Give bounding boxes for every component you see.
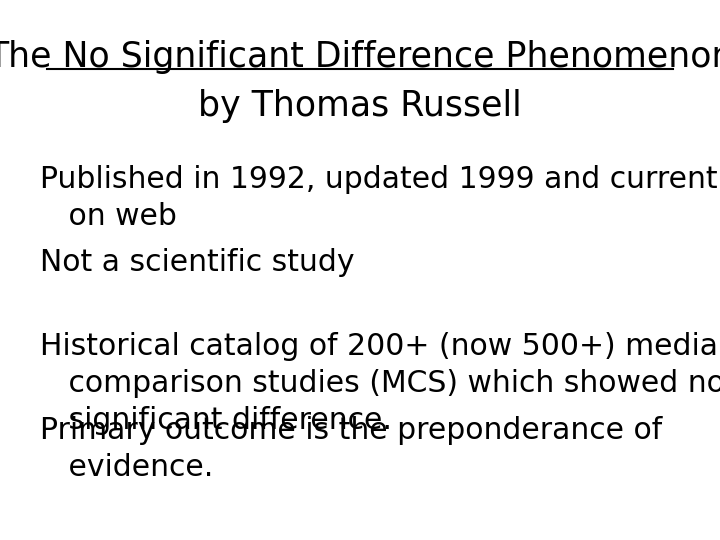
Text: The No Significant Difference Phenomenon: The No Significant Difference Phenomenon bbox=[0, 40, 720, 75]
Text: Primary outcome is the preponderance of
   evidence.: Primary outcome is the preponderance of … bbox=[40, 416, 662, 482]
Text: Not a scientific study: Not a scientific study bbox=[40, 248, 354, 278]
Text: by Thomas Russell: by Thomas Russell bbox=[198, 89, 522, 123]
Text: Published in 1992, updated 1999 and currently
   on web: Published in 1992, updated 1999 and curr… bbox=[40, 165, 720, 231]
Text: Historical catalog of 200+ (now 500+) media
   comparison studies (MCS) which sh: Historical catalog of 200+ (now 500+) me… bbox=[40, 332, 720, 435]
